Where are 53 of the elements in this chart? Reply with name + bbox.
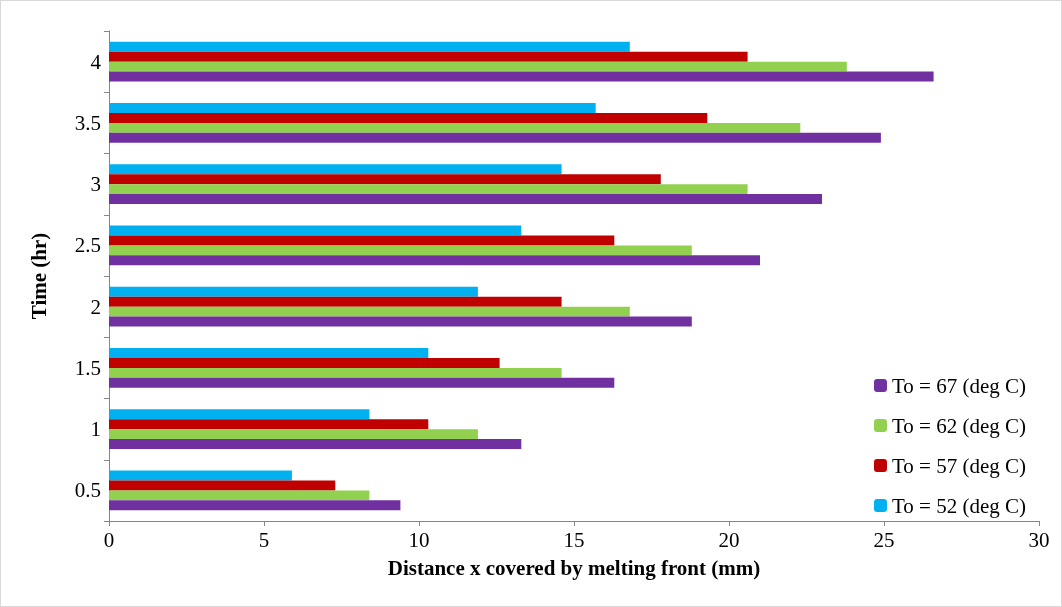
bar xyxy=(109,296,562,307)
x-tick-label: 0 xyxy=(103,527,115,552)
legend-label: To = 57 (deg C) xyxy=(891,453,1027,478)
y-tick-label: 0.5 xyxy=(74,478,101,503)
bar xyxy=(109,255,760,266)
bar xyxy=(109,429,478,440)
bar xyxy=(109,71,934,82)
bar xyxy=(109,61,847,72)
bar xyxy=(109,51,748,62)
bar xyxy=(109,377,615,388)
y-tick-label: 4 xyxy=(90,49,102,74)
legend-label: To = 62 (deg C) xyxy=(891,413,1027,438)
x-tick-label: 20 xyxy=(718,527,740,552)
y-tick-label: 3.5 xyxy=(74,110,101,135)
bar xyxy=(109,102,596,113)
x-tick-label: 15 xyxy=(563,527,585,552)
y-tick-label: 2.5 xyxy=(74,233,101,258)
bar xyxy=(109,409,370,420)
bar xyxy=(109,316,692,327)
legend-label: To = 52 (deg C) xyxy=(891,493,1027,518)
bar xyxy=(109,235,615,246)
bar xyxy=(109,357,500,368)
x-tick-label: 5 xyxy=(258,527,270,552)
bar xyxy=(109,419,429,430)
x-tick-label: 10 xyxy=(408,527,430,552)
bar xyxy=(109,500,401,511)
y-tick-label: 1 xyxy=(90,417,101,442)
bar xyxy=(109,122,801,133)
bar xyxy=(109,347,429,358)
bar xyxy=(109,490,370,501)
bar xyxy=(109,174,661,185)
bar xyxy=(109,245,692,256)
bar xyxy=(109,286,478,297)
bar xyxy=(109,367,562,378)
x-tick-label: 30 xyxy=(1028,527,1050,552)
bar xyxy=(109,470,292,481)
legend-label: To = 67 (deg C) xyxy=(891,373,1027,398)
y-tick-label: 1.5 xyxy=(74,355,101,380)
bar xyxy=(109,194,822,205)
y-axis-title: Time (hr) xyxy=(26,232,51,320)
bar xyxy=(109,164,562,175)
bar xyxy=(109,112,708,123)
bar xyxy=(109,480,336,491)
bar xyxy=(109,41,630,52)
bar xyxy=(109,184,748,195)
y-tick-label: 3 xyxy=(90,172,101,197)
bar xyxy=(109,306,630,317)
x-tick-label: 25 xyxy=(873,527,895,552)
x-axis-title: Distance x covered by melting front (mm) xyxy=(387,555,761,580)
bar xyxy=(109,225,522,236)
y-tick-label: 2 xyxy=(90,294,101,319)
bar xyxy=(109,439,522,450)
bar xyxy=(109,132,881,143)
